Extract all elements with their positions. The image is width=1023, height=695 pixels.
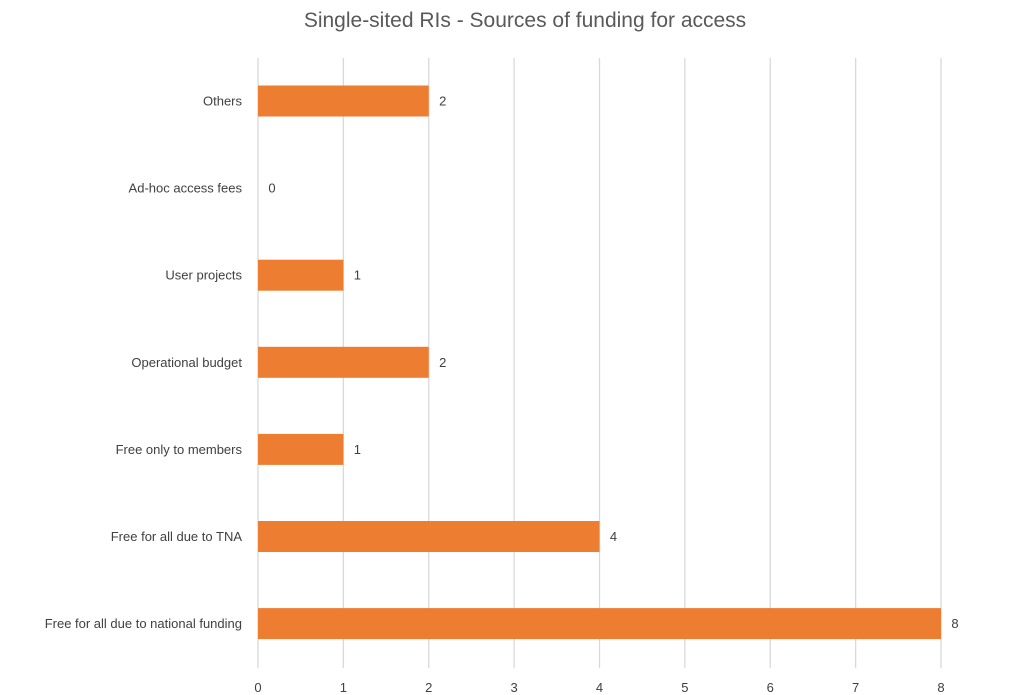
bars xyxy=(258,85,941,640)
x-tick-label: 3 xyxy=(511,680,518,695)
data-label: 1 xyxy=(354,268,361,283)
data-label: 4 xyxy=(610,529,617,544)
labels: 0 1 2 3 4 5 6 7 8 Others 2 Ad-hoc access fees 0 User … xyxy=(45,94,959,695)
x-tick-label: 8 xyxy=(937,680,944,695)
bar xyxy=(258,608,941,640)
category-label: Free for all due to national funding xyxy=(45,616,242,631)
bar xyxy=(258,346,429,378)
data-label: 8 xyxy=(951,616,958,631)
data-label: 0 xyxy=(268,181,275,196)
category-label: Ad-hoc access fees xyxy=(129,181,243,196)
x-tick-label: 4 xyxy=(596,680,603,695)
x-tick-label: 1 xyxy=(340,680,347,695)
gridlines xyxy=(257,58,942,668)
chart-title: Single-sited RIs - Sources of funding fo… xyxy=(304,9,746,32)
bar xyxy=(258,433,344,465)
data-label: 1 xyxy=(354,442,361,457)
x-tick-label: 0 xyxy=(254,680,261,695)
category-label: Free for all due to TNA xyxy=(111,529,243,544)
bar xyxy=(258,521,600,552)
data-label: 2 xyxy=(439,355,446,370)
category-label: Others xyxy=(203,94,243,109)
data-label: 2 xyxy=(439,94,446,109)
bar xyxy=(258,85,429,117)
bar xyxy=(258,259,344,291)
x-tick-label: 5 xyxy=(681,680,688,695)
x-tick-label: 6 xyxy=(767,680,774,695)
category-label: Operational budget xyxy=(131,355,242,370)
category-label: User projects xyxy=(165,268,242,283)
x-tick-label: 7 xyxy=(852,680,859,695)
x-tick-label: 2 xyxy=(425,680,432,695)
category-label: Free only to members xyxy=(116,442,243,457)
